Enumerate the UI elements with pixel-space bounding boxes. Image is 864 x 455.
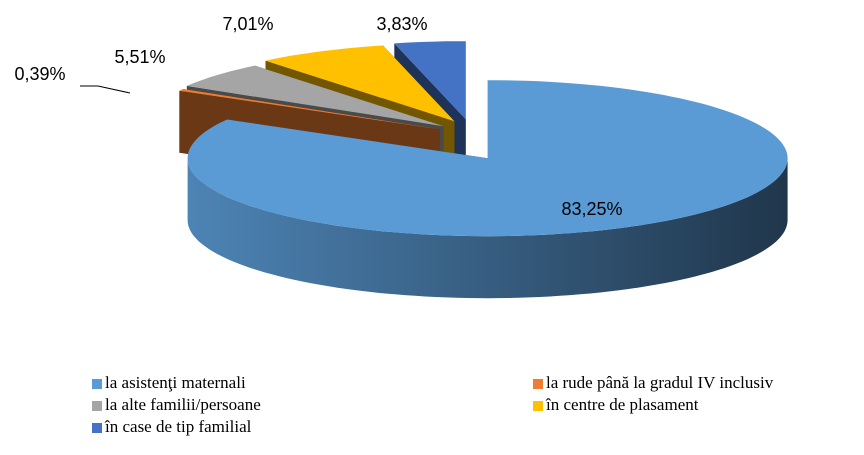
- legend-swatch: [533, 401, 543, 411]
- legend-label: în centre de plasament: [545, 395, 699, 414]
- slice-top: [179, 89, 440, 130]
- slice-top: [265, 45, 455, 122]
- legend-label: la asistenţi maternali: [105, 373, 246, 392]
- slice-top: [187, 80, 788, 237]
- slice-wall: [187, 158, 788, 299]
- data-label: 3,83%: [376, 14, 427, 34]
- legend-swatch: [533, 379, 543, 389]
- data-label: 5,51%: [114, 47, 165, 67]
- leader-line: [80, 85, 131, 94]
- legend-swatch: [92, 401, 102, 411]
- legend-label: în case de tip familial: [104, 417, 252, 436]
- legend-swatch: [92, 423, 102, 433]
- data-label: 83,25%: [561, 199, 622, 219]
- legend-label: la alte familii/persoane: [105, 395, 261, 414]
- legend-swatch: [92, 379, 102, 389]
- data-label: 0,39%: [14, 64, 65, 84]
- slice: [187, 80, 788, 299]
- slice-top: [394, 41, 466, 120]
- legend-label: la rude până la gradul IV inclusiv: [546, 373, 774, 392]
- slice-top: [186, 65, 444, 127]
- data-label: 7,01%: [222, 14, 273, 34]
